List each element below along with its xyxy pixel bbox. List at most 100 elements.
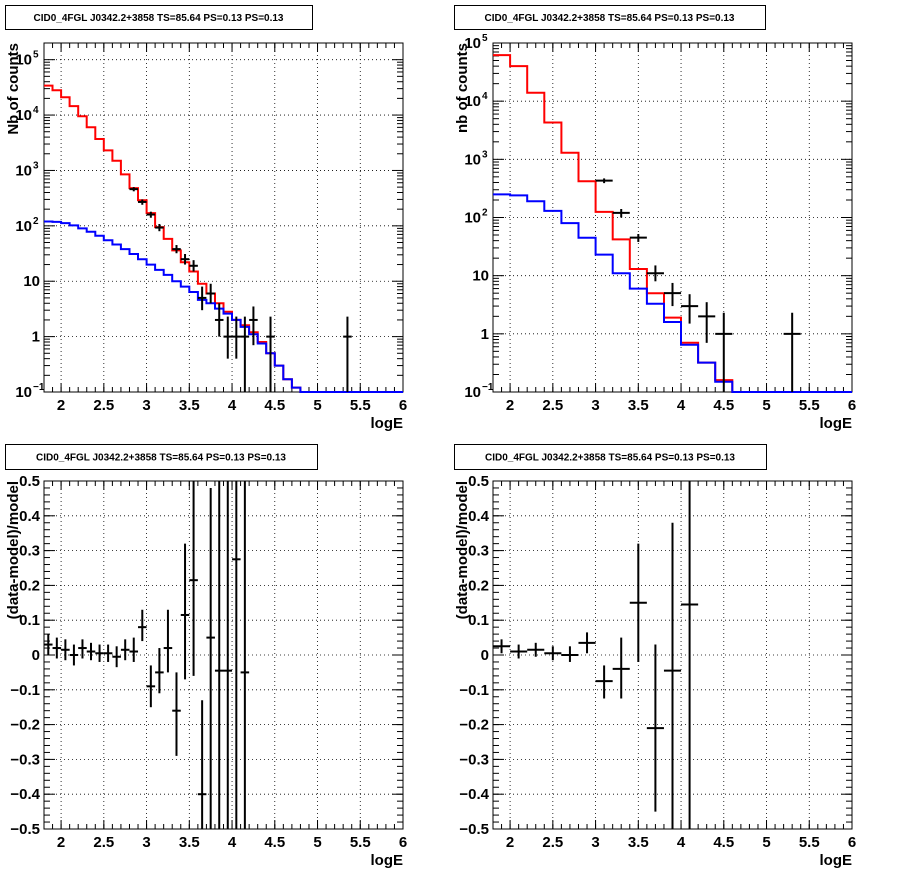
y-tick-label: 10 [464,151,481,168]
x-tick-label: 2 [57,834,65,851]
y-tick-label: 10 [23,273,40,290]
data-point [129,637,139,662]
x-tick-label: 2 [57,397,65,414]
panel-residual-left: CID0_4FGL J0342.2+3858 TS=85.64 PS=0.13 … [5,444,407,869]
data-point [629,234,647,242]
y-axis-label: Nb of counts [5,43,22,135]
y-axis-label: (data-model)/model [5,481,22,619]
x-tick-label: 4.5 [713,834,734,851]
plot-frame [492,42,853,393]
y-tick-exponent: −1 [482,382,494,393]
data-point [103,644,113,662]
y-axis-label: nb of counts [454,43,471,133]
data-point [343,316,352,392]
data-point [138,199,147,205]
x-tick-label: 3 [142,834,150,851]
x-axis-label: logE [371,852,404,869]
data-point [595,665,613,699]
data-point [232,316,241,359]
data-point [578,632,596,654]
plot-frame [43,42,404,393]
x-tick-label: 2.5 [93,834,114,851]
y-tick-label: −0.2 [10,717,40,734]
x-tick-label: 4 [677,834,686,851]
x-tick-label: 3.5 [179,834,200,851]
y-tick-exponent: 4 [33,105,39,116]
data-point [240,316,250,392]
model-total-line [44,84,403,393]
x-tick-label: 4.5 [264,397,285,414]
x-tick-label: 3 [142,397,150,414]
y-tick-label: 0.5 [468,473,489,490]
data-point [206,283,215,304]
y-tick-exponent: 2 [33,216,39,227]
x-axis-label: logE [371,415,404,432]
panel-counts-right: CID0_4FGL J0342.2+3858 TS=85.64 PS=0.13 … [454,5,856,432]
data-point [510,644,528,659]
data-point [95,644,104,662]
x-tick-label: 4 [677,397,686,414]
data-point [612,637,630,699]
y-tick-label: 0.5 [19,473,40,490]
data-point [214,481,224,829]
x-tick-label: 3.5 [628,397,649,414]
x-tick-label: 5.5 [350,397,371,414]
y-tick-label: 10 [15,218,32,235]
x-tick-label: 3 [591,397,599,414]
data-point [646,644,664,812]
y-tick-label: 10 [472,268,489,285]
x-tick-label: 5.5 [799,397,820,414]
data-point [52,637,62,659]
data-point [595,178,613,184]
title-box [454,5,766,30]
data-point [146,211,156,218]
model-component-line [493,193,852,393]
y-tick-label: −0.4 [459,786,489,803]
y-tick-label: 10 [464,35,481,52]
data-point [266,316,275,392]
y-tick-label: −0.5 [459,821,489,838]
data-point [155,648,164,694]
chart-title: CID0_4FGL J0342.2+3858 TS=85.64 PS=0.13 … [485,13,735,24]
data-point [681,294,699,324]
data-point [681,481,699,829]
x-tick-label: 4 [228,834,237,851]
data-point [544,646,562,661]
data-point [86,642,96,661]
data-point [180,543,190,680]
y-tick-label: −0.1 [459,682,489,699]
data-point [120,639,130,661]
x-tick-label: 2 [506,397,514,414]
data-point [189,481,198,676]
data-point [155,223,164,232]
data-point [189,260,198,272]
data-point [129,187,139,192]
data-point [172,672,181,756]
y-tick-label: −0.1 [10,682,40,699]
x-tick-label: 5 [762,834,770,851]
y-tick-label: 0.2 [468,577,489,594]
y-tick-label: 0.1 [468,612,489,629]
x-tick-label: 5.5 [799,834,820,851]
x-tick-label: 3.5 [628,834,649,851]
y-tick-exponent: 3 [482,149,488,160]
y-tick-label: 10 [15,107,32,124]
data-point [197,700,207,829]
data-point [197,286,207,311]
y-tick-label: 0.4 [19,508,41,525]
data-point [44,634,53,655]
data-point [249,306,258,346]
x-tick-label: 2.5 [93,397,114,414]
x-tick-label: 5 [313,397,321,414]
data-point [493,639,511,654]
x-tick-label: 4 [228,397,237,414]
data-point [561,646,579,662]
data-point [61,639,70,661]
y-axis-label: (data-model)/model [454,481,471,619]
data-point [172,245,181,254]
x-tick-label: 2.5 [542,834,563,851]
data-point [163,609,173,673]
y-tick-label: 1 [32,329,40,346]
x-tick-label: 5 [762,397,770,414]
y-tick-label: 0.3 [468,543,489,560]
